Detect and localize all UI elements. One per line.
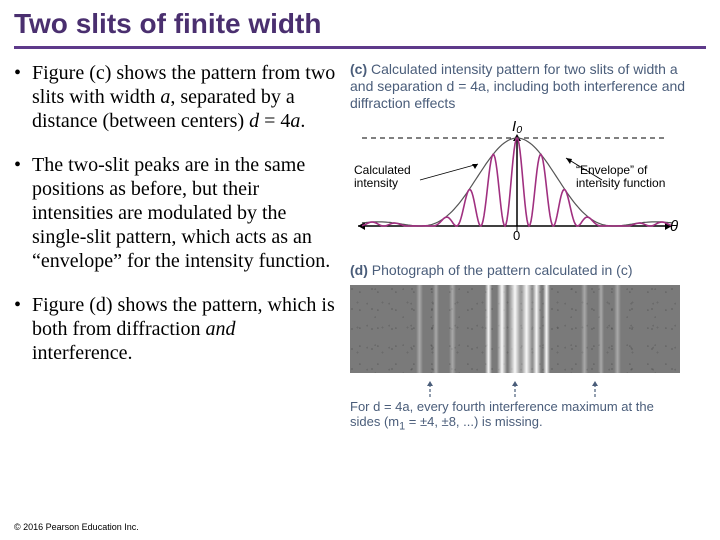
- theta-label: θ: [670, 218, 678, 235]
- content-area: • Figure (c) shows the pattern from two …: [0, 49, 720, 435]
- bullet1-eq: = 4: [259, 110, 290, 132]
- i0-label: I₀: [512, 118, 523, 135]
- fig-d-caption-text: Photograph of the pattern calculated in …: [368, 262, 633, 278]
- zero-label: 0: [513, 228, 520, 243]
- bullet1-var-a2: a: [290, 110, 300, 132]
- bullet2-text: The two-slit peaks are in the same posit…: [32, 153, 336, 273]
- bullet-3: • Figure (d) shows the pattern, which is…: [14, 293, 336, 365]
- diffraction-photo: [350, 285, 680, 373]
- page-title: Two slits of finite width: [14, 8, 706, 40]
- calc-intensity-label: Calculated intensity: [354, 164, 411, 190]
- right-column: (c) Calculated intensity pattern for two…: [344, 61, 704, 435]
- arrow-row: [350, 379, 680, 399]
- bullet3-post: interference.: [32, 342, 132, 364]
- bullet3-em: and: [205, 318, 235, 340]
- bullet1-var-a: a: [160, 86, 170, 108]
- figure-d: For d = 4a, every fourth interference ma…: [350, 285, 680, 435]
- note-post: = ±4, ±8, ...) is missing.: [405, 414, 542, 429]
- left-column: • Figure (c) shows the pattern from two …: [14, 61, 344, 435]
- missing-maxima-note: For d = 4a, every fourth interference ma…: [350, 399, 680, 435]
- bullet-1: • Figure (c) shows the pattern from two …: [14, 61, 336, 133]
- bullet-2: • The two-slit peaks are in the same pos…: [14, 153, 336, 273]
- envelope-label: “Envelope” of intensity function: [576, 164, 665, 190]
- fig-c-letter: (c): [350, 61, 367, 77]
- bullet1-var-d: d: [249, 110, 259, 132]
- bullet1-post: .: [300, 110, 305, 132]
- fig-d-letter: (d): [350, 262, 368, 278]
- fig-c-caption-text: Calculated intensity pattern for two sli…: [350, 61, 685, 111]
- fig-c-caption: (c) Calculated intensity pattern for two…: [350, 61, 704, 112]
- missing-maxima-arrows: [350, 379, 680, 399]
- bullet3-pre: Figure (d) shows the pattern, which is b…: [32, 294, 335, 340]
- figure-c: I₀ Calculated intensity “Envelope” of in…: [350, 118, 680, 248]
- copyright: © 2016 Pearson Education Inc.: [14, 522, 139, 532]
- fig-d-caption: (d) Photograph of the pattern calculated…: [350, 262, 704, 279]
